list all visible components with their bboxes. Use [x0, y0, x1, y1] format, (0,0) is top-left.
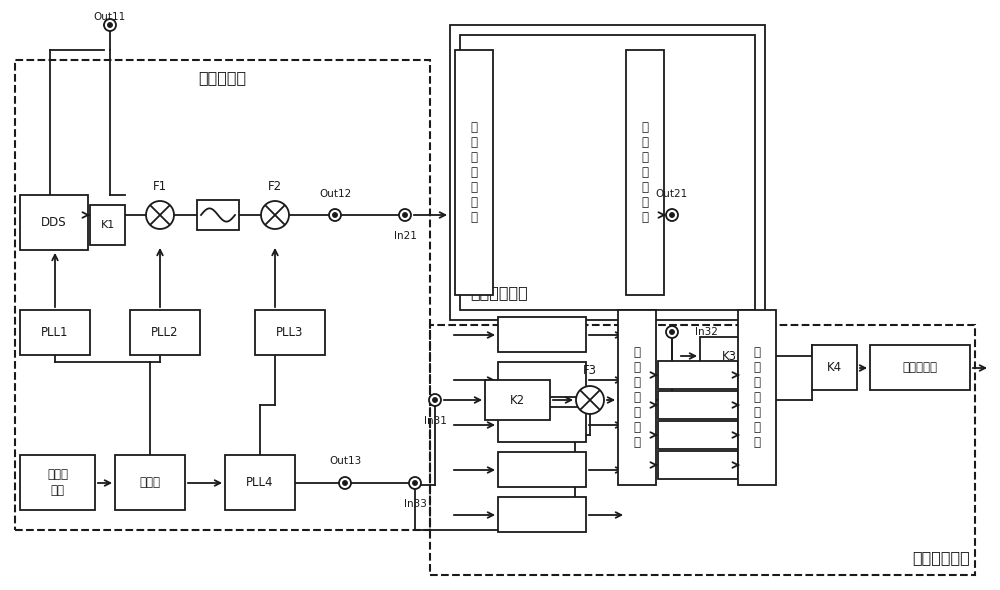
Text: 数控衰减器: 数控衰减器 [902, 361, 938, 374]
Circle shape [403, 213, 407, 217]
Circle shape [409, 477, 421, 489]
Bar [130, 310, 200, 355]
Circle shape [333, 213, 337, 217]
Bar [90, 205, 125, 245]
Text: 晶体振
荡器: 晶体振 荡器 [47, 468, 68, 497]
Text: K1: K1 [100, 220, 115, 230]
Text: In33: In33 [404, 499, 426, 509]
Text: 五
选
一
选
通
开
关: 五 选 一 选 通 开 关 [471, 121, 478, 224]
Text: PLL3: PLL3 [276, 326, 304, 339]
Text: K3: K3 [722, 349, 736, 362]
Bar [498, 497, 586, 532]
Text: K4: K4 [827, 361, 842, 374]
Bar [626, 50, 664, 295]
Bar [498, 452, 586, 487]
Circle shape [104, 19, 116, 31]
Bar [20, 195, 88, 250]
Circle shape [399, 209, 411, 221]
Bar [485, 380, 550, 420]
Bar [870, 345, 970, 390]
Circle shape [666, 326, 678, 338]
Text: F2: F2 [268, 180, 282, 193]
Text: 四
选
一
选
通
开
关: 四 选 一 选 通 开 关 [634, 346, 640, 449]
Circle shape [261, 201, 289, 229]
Text: F3: F3 [583, 364, 597, 377]
Circle shape [666, 209, 678, 221]
Circle shape [433, 398, 437, 402]
Bar [498, 362, 586, 397]
Text: Out21: Out21 [656, 189, 688, 199]
Text: Out11: Out11 [94, 12, 126, 22]
Bar [115, 455, 185, 510]
Circle shape [670, 330, 674, 335]
Bar [455, 50, 493, 295]
Text: Out12: Out12 [319, 189, 351, 199]
Bar [658, 391, 738, 419]
Circle shape [429, 394, 441, 406]
Circle shape [339, 477, 351, 489]
Text: In21: In21 [394, 231, 416, 241]
Text: 基准源模块: 基准源模块 [198, 70, 247, 85]
Bar [498, 407, 586, 442]
Text: PLL1: PLL1 [41, 326, 69, 339]
Text: 四
选
一
选
通
开
关: 四 选 一 选 通 开 关 [754, 346, 761, 449]
Text: F1: F1 [153, 180, 167, 193]
Bar [700, 337, 758, 375]
Bar [738, 310, 776, 485]
Circle shape [329, 209, 341, 221]
Bar [450, 25, 765, 320]
Text: 第二滤波模块: 第二滤波模块 [912, 550, 970, 565]
Text: 第一滤波模块: 第一滤波模块 [470, 285, 528, 300]
Bar [812, 345, 857, 390]
Text: Out13: Out13 [329, 456, 361, 466]
Text: 五
选
一
选
通
开
关: 五 选 一 选 通 开 关 [642, 121, 648, 224]
Bar [658, 361, 738, 389]
Bar [20, 310, 90, 355]
Bar [255, 310, 325, 355]
Circle shape [576, 386, 604, 414]
Text: K2: K2 [510, 394, 525, 407]
Text: 功分器: 功分器 [140, 476, 160, 489]
Circle shape [146, 201, 174, 229]
Circle shape [343, 481, 347, 486]
Text: DDS: DDS [41, 216, 67, 229]
Text: In32: In32 [695, 327, 718, 337]
Bar [460, 35, 755, 310]
Bar [618, 310, 656, 485]
Bar [430, 325, 975, 575]
Bar [20, 455, 95, 510]
Text: PLL4: PLL4 [246, 476, 274, 489]
Text: PLL2: PLL2 [151, 326, 179, 339]
Bar [658, 451, 738, 479]
Text: In31: In31 [424, 416, 446, 426]
Bar [658, 421, 738, 449]
Circle shape [108, 23, 112, 27]
Bar [225, 455, 295, 510]
Circle shape [413, 481, 417, 486]
Bar [15, 60, 430, 530]
Bar [197, 200, 239, 230]
Bar [498, 317, 586, 352]
Circle shape [670, 213, 674, 217]
